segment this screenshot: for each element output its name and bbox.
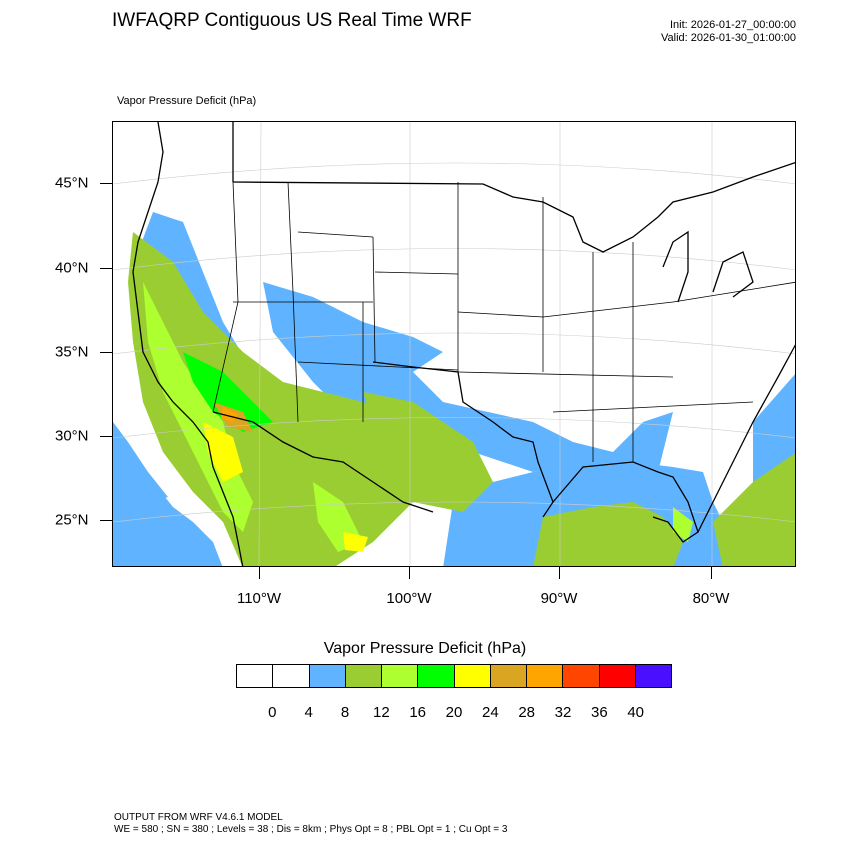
colorbar-level-label: 32 (554, 704, 572, 721)
colorbar-level-label: 28 (518, 704, 535, 721)
lon-tick (711, 567, 712, 579)
state-lines (212, 181, 795, 462)
colorbar-level-label: 40 (627, 704, 644, 721)
lat-label-40: 40°N (55, 259, 89, 277)
colorbar-swatch (527, 665, 564, 687)
colorbar-swatch (273, 665, 310, 687)
colorbar-swatch (309, 665, 346, 687)
colorbar-swatch (563, 665, 600, 687)
lat-tick (100, 436, 112, 437)
colorbar-swatch (382, 665, 419, 687)
map-title: IWFAQRP Contiguous US Real Time WRF (112, 10, 472, 31)
lon-label-100: 100°W (386, 590, 432, 607)
lat-label-30: 30°N (55, 427, 89, 445)
lat-tick (100, 520, 112, 521)
colorbar-level-label: 8 (340, 704, 350, 721)
colorbar-swatch (635, 665, 671, 687)
colorbar-swatch (599, 665, 636, 687)
lon-tick (409, 567, 410, 579)
colorbar-swatch (418, 665, 455, 687)
colorbar-level-label: 16 (409, 704, 426, 721)
vpd-shading (113, 212, 795, 566)
colorbar-swatch (237, 665, 274, 687)
colorbar-swatch (345, 665, 382, 687)
init-time: Init: 2026-01-27_00:00:00 (670, 19, 796, 31)
lat-label-25: 25°N (55, 511, 89, 529)
lat-tick (100, 183, 112, 184)
lon-label-90: 90°W (540, 590, 578, 607)
field-label: Vapor Pressure Deficit (hPa) (117, 95, 257, 107)
lon-label-110: 110°W (236, 590, 282, 607)
graticule (113, 122, 795, 566)
colorbar-level-label: 24 (481, 704, 499, 721)
colorbar-level-label: 0 (268, 704, 277, 721)
lon-tick (559, 567, 560, 579)
model-info-line1: OUTPUT FROM WRF V4.6.1 MODEL (114, 812, 283, 823)
init-valid-info: Init: 2026-01-27_00:00:00 Valid: 2026-01… (661, 19, 796, 45)
colorbar-level-label: 36 (590, 704, 608, 721)
colorbar-level-label: 12 (372, 704, 390, 721)
lat-label-45: 45°N (55, 174, 89, 192)
boundaries (132, 122, 795, 566)
model-info: OUTPUT FROM WRF V4.6.1 MODEL WE = 580 ; … (114, 812, 507, 836)
model-info-line2: WE = 580 ; SN = 380 ; Levels = 38 ; Dis … (114, 824, 508, 835)
map-panel (112, 121, 796, 567)
colorbar-level-label: 20 (445, 704, 463, 721)
colorbar-title: Vapor Pressure Deficit (hPa) (323, 640, 527, 657)
lon-label-80: 80°W (692, 590, 730, 607)
lat-tick (100, 352, 112, 353)
colorbar-swatch (454, 665, 491, 687)
colorbar-level-label: 4 (304, 704, 313, 721)
colorbar-swatch (490, 665, 527, 687)
valid-time: Valid: 2026-01-30_01:00:00 (661, 32, 796, 44)
colorbar (236, 664, 672, 688)
lon-tick (259, 567, 260, 579)
lat-tick (100, 268, 112, 269)
vpd-map-svg (113, 122, 795, 566)
lat-label-35: 35°N (55, 343, 89, 361)
